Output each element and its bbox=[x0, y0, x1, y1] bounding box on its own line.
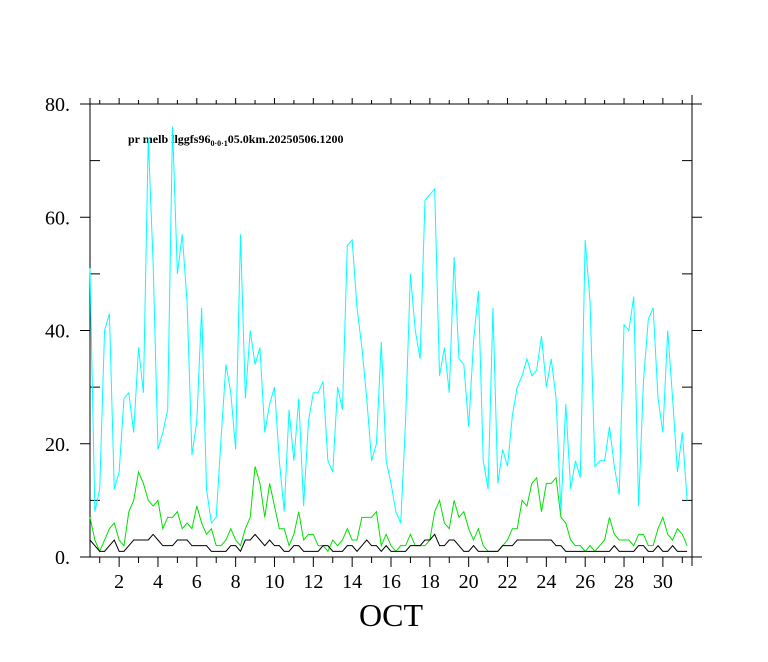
title-main: pr melb llggfs96 bbox=[128, 132, 210, 146]
x-tick-label: 6 bbox=[192, 571, 202, 593]
x-tick-label: 30 bbox=[653, 571, 673, 593]
y-tick-label: 40. bbox=[45, 321, 70, 343]
plot-frame bbox=[89, 103, 693, 558]
title-end: 05.0km.20250506.1200 bbox=[228, 132, 344, 146]
x-tick-label: 28 bbox=[614, 571, 634, 593]
y-tick-label: 0. bbox=[55, 547, 70, 569]
x-tick-label: 8 bbox=[231, 571, 241, 593]
series-line bbox=[89, 466, 688, 553]
x-tick-label: 4 bbox=[153, 571, 163, 593]
y-tick-label: 20. bbox=[45, 434, 70, 456]
title-sub: 0·0·1 bbox=[210, 139, 227, 148]
x-tick-label: 12 bbox=[303, 571, 323, 593]
x-axis-label: OCT bbox=[359, 597, 423, 633]
x-tick-label: 18 bbox=[420, 571, 440, 593]
x-tick-label: 14 bbox=[342, 571, 362, 593]
x-tick-label: 10 bbox=[264, 571, 284, 593]
series-line bbox=[89, 126, 688, 525]
x-tick-label: 26 bbox=[575, 571, 595, 593]
series-line bbox=[89, 533, 688, 553]
y-tick-label: 80. bbox=[45, 94, 70, 116]
x-tick-label: 24 bbox=[536, 571, 556, 593]
x-tick-label: 16 bbox=[381, 571, 401, 593]
chart-title: pr melb llggfs960·0·105.0km.20250506.120… bbox=[128, 132, 343, 148]
y-tick-label: 60. bbox=[45, 207, 70, 229]
x-tick-label: 22 bbox=[498, 571, 518, 593]
x-tick-label: 20 bbox=[459, 571, 479, 593]
x-tick-label: 2 bbox=[114, 571, 124, 593]
